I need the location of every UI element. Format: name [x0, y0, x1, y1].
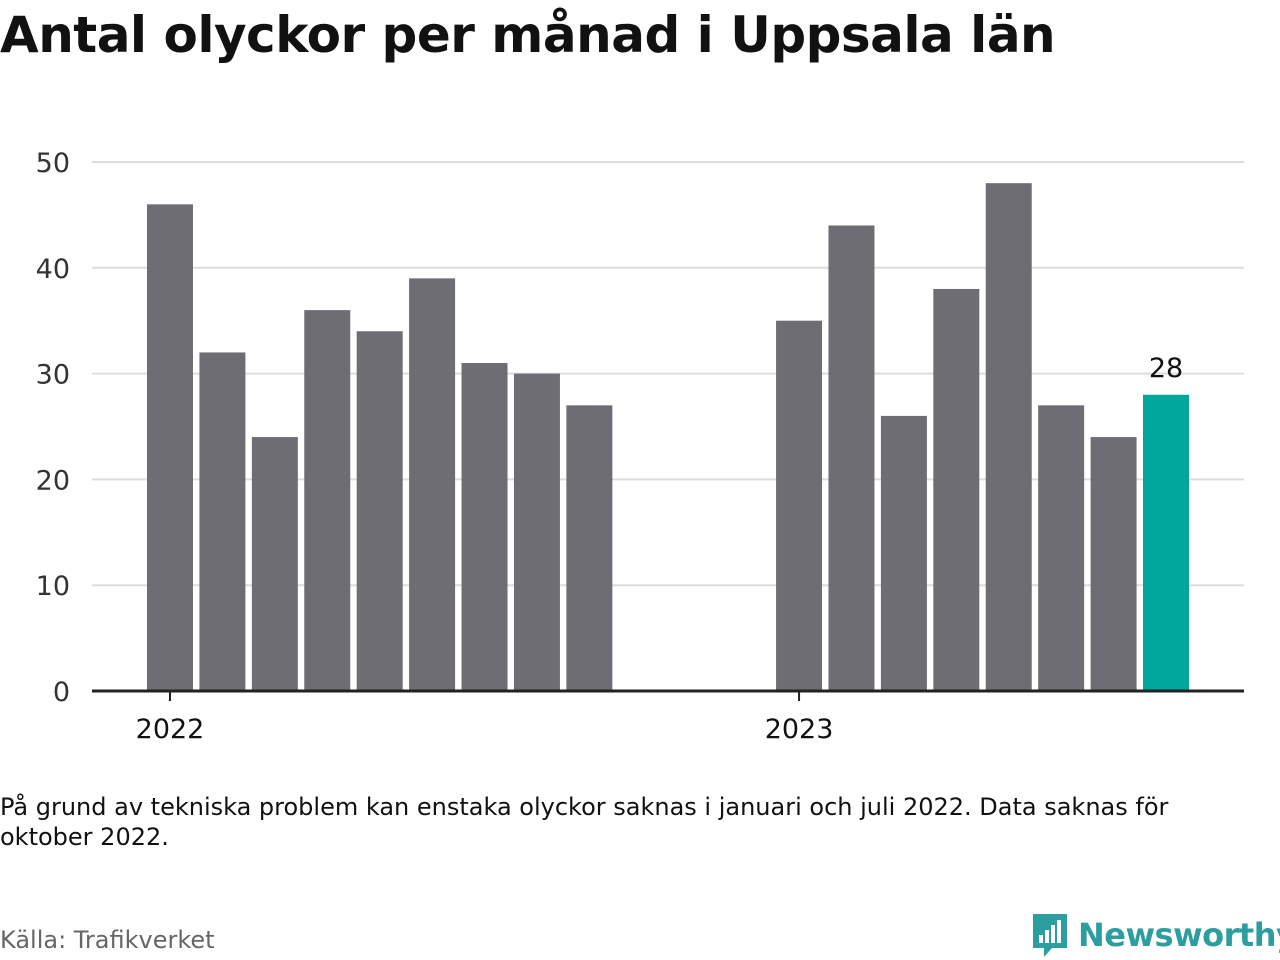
footnote: På grund av tekniska problem kan enstaka…	[0, 793, 1169, 851]
data-label: 28	[1149, 353, 1183, 384]
brand-logo[interactable]: Newsworthy	[1030, 910, 1280, 960]
bar	[199, 352, 246, 691]
bar	[513, 373, 560, 691]
y-tick-label: 0	[53, 677, 70, 708]
newsworthy-logo-icon	[1033, 914, 1067, 957]
y-tick-label: 50	[36, 148, 70, 179]
bar	[1090, 437, 1137, 691]
bar	[147, 204, 193, 691]
bar	[566, 405, 613, 691]
y-tick-label: 40	[36, 254, 70, 285]
y-tick-label: 20	[36, 465, 70, 496]
x-axis-ticks: 2022 2023	[136, 691, 834, 745]
bar	[880, 415, 927, 691]
bar	[933, 288, 980, 691]
bar	[1038, 405, 1085, 691]
bar	[304, 310, 351, 691]
bar	[409, 278, 456, 691]
bar	[461, 363, 508, 691]
bar	[251, 437, 298, 691]
chart-title: Antal olyckor per månad i Uppsala län	[0, 6, 1056, 64]
bars	[147, 183, 1189, 692]
data-labels: 28	[1149, 353, 1183, 384]
bar	[1143, 394, 1189, 691]
y-axis-ticks: 0 10 20 30 40 50	[36, 148, 70, 708]
bar	[356, 331, 403, 691]
bar-chart: 0 10 20 30 40 50 28 2022 2023	[36, 148, 1244, 745]
x-tick-label: 2023	[765, 714, 834, 745]
bar	[776, 320, 823, 691]
bar	[985, 183, 1032, 691]
x-tick-label: 2022	[136, 714, 205, 745]
y-tick-label: 10	[36, 571, 70, 602]
brand-name: Newsworthy	[1078, 916, 1280, 954]
source-text: Källa: Trafikverket	[0, 926, 215, 954]
y-tick-label: 30	[36, 360, 70, 391]
bar	[828, 225, 875, 692]
